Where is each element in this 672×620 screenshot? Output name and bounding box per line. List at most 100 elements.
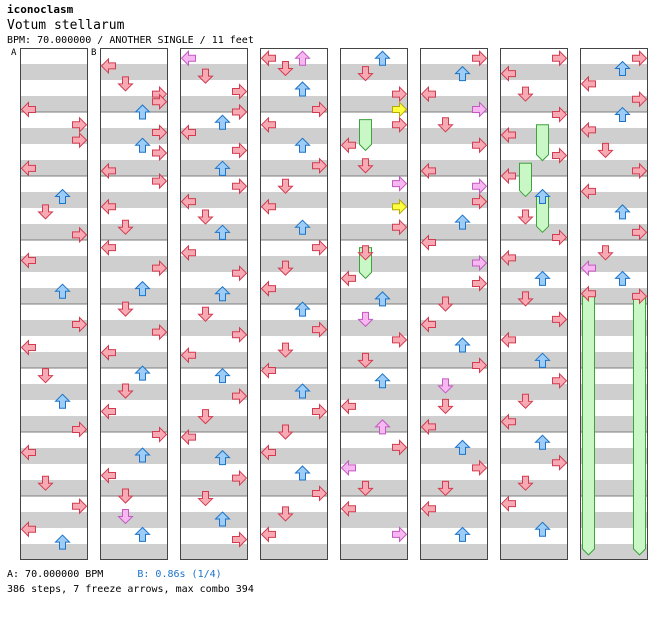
step-arrow-r bbox=[552, 106, 568, 123]
beat-stripe bbox=[500, 480, 568, 496]
step-arrow-l bbox=[100, 403, 116, 420]
column-border bbox=[20, 48, 88, 560]
beat-stripe bbox=[580, 320, 648, 336]
step-arrow-d bbox=[277, 342, 294, 358]
step-arrow-u bbox=[214, 114, 231, 130]
step-arrow-r bbox=[72, 116, 88, 134]
step-arrow-u bbox=[214, 511, 231, 527]
column-border bbox=[580, 48, 648, 560]
beat-stripe bbox=[100, 64, 168, 80]
step-arrow-d bbox=[37, 204, 54, 220]
beat-stripe bbox=[580, 288, 648, 304]
beat-stripe bbox=[260, 384, 328, 400]
step-arrow-r bbox=[392, 198, 408, 215]
marker-b: B bbox=[91, 48, 97, 58]
beat-stripe bbox=[260, 544, 328, 560]
beat-stripe bbox=[20, 512, 88, 528]
beat-stripe bbox=[260, 256, 328, 272]
step-arrow-r bbox=[152, 259, 168, 277]
beat-stripe bbox=[420, 416, 488, 432]
step-arrow-r bbox=[312, 101, 328, 118]
legend: A: 70.000000 BPM B: 0.86s (1/4) bbox=[7, 569, 222, 580]
beat-stripe bbox=[500, 512, 568, 528]
beat-stripe bbox=[260, 480, 328, 496]
step-arrow-d bbox=[117, 76, 134, 92]
step-arrow-d bbox=[37, 368, 54, 384]
freeze-arrow bbox=[536, 124, 549, 162]
step-arrow-d bbox=[517, 86, 534, 102]
beat-stripe bbox=[500, 544, 568, 560]
beat-stripe bbox=[420, 64, 488, 80]
legend-a: A: 70.000000 BPM bbox=[7, 569, 104, 580]
step-arrow-u bbox=[294, 465, 311, 481]
chart-column-7 bbox=[500, 48, 568, 560]
beat-stripe bbox=[500, 320, 568, 336]
beat-stripe bbox=[20, 384, 88, 400]
step-arrow-d bbox=[197, 409, 214, 425]
beat-stripe bbox=[580, 544, 648, 560]
step-arrow-r bbox=[232, 83, 248, 100]
step-arrow-l bbox=[500, 495, 516, 512]
step-arrow-l bbox=[580, 121, 596, 139]
step-arrow-u bbox=[454, 214, 471, 230]
beat-stripe bbox=[580, 448, 648, 464]
step-arrow-u bbox=[294, 50, 311, 66]
beat-stripe bbox=[20, 160, 88, 176]
step-arrow-r bbox=[232, 469, 248, 487]
beat-stripe bbox=[340, 384, 408, 400]
beat-stripe bbox=[340, 64, 408, 80]
chart-column-3 bbox=[180, 48, 248, 560]
step-arrow-r bbox=[392, 175, 408, 192]
step-arrow-r bbox=[392, 439, 408, 456]
chart-column-6 bbox=[420, 48, 488, 560]
step-arrow-r bbox=[152, 323, 168, 341]
step-arrow-u bbox=[134, 447, 151, 463]
beat-stripe bbox=[420, 224, 488, 240]
step-arrow-d bbox=[517, 393, 534, 409]
beat-stripe bbox=[340, 544, 408, 560]
step-arrow-u bbox=[374, 419, 391, 435]
step-arrow-r bbox=[392, 85, 408, 103]
step-arrow-u bbox=[454, 526, 471, 542]
step-arrow-d bbox=[277, 506, 294, 522]
step-arrow-u bbox=[214, 286, 231, 302]
step-arrow-r bbox=[472, 275, 488, 292]
beat-stripe bbox=[580, 352, 648, 368]
beat-stripe bbox=[100, 160, 168, 176]
step-arrow-r bbox=[232, 178, 248, 195]
column-border bbox=[340, 48, 408, 560]
beat-stripe bbox=[420, 128, 488, 144]
step-arrow-d bbox=[357, 66, 374, 82]
step-arrow-r bbox=[632, 288, 648, 305]
step-arrow-r bbox=[472, 357, 488, 374]
step-arrow-d bbox=[197, 306, 214, 322]
step-arrow-l bbox=[100, 239, 116, 256]
step-arrow-l bbox=[420, 234, 436, 251]
step-arrow-r bbox=[232, 531, 248, 548]
step-arrow-r bbox=[472, 178, 488, 195]
step-arrow-u bbox=[534, 434, 551, 450]
step-arrow-u bbox=[534, 270, 551, 286]
beat-stripe bbox=[20, 192, 88, 208]
chart-column-4 bbox=[260, 48, 328, 560]
step-arrow-u bbox=[614, 106, 631, 123]
marker-a: A bbox=[11, 48, 17, 58]
step-arrow-u bbox=[134, 137, 151, 153]
step-arrow-d bbox=[197, 209, 214, 225]
beat-stripe bbox=[260, 320, 328, 336]
step-arrow-l bbox=[20, 101, 36, 118]
step-arrow-d bbox=[277, 424, 294, 440]
step-arrow-u bbox=[454, 337, 471, 353]
beat-stripe bbox=[100, 352, 168, 368]
beat-stripe bbox=[260, 288, 328, 304]
beat-stripe bbox=[20, 128, 88, 144]
step-arrow-u bbox=[54, 283, 71, 299]
step-arrow-l bbox=[340, 270, 356, 287]
step-arrow-r bbox=[632, 162, 648, 180]
step-arrow-l bbox=[580, 259, 596, 277]
beat-stripe bbox=[20, 224, 88, 240]
chart-column-1 bbox=[20, 48, 88, 560]
step-arrow-u bbox=[374, 291, 391, 307]
beat-stripe bbox=[580, 416, 648, 432]
step-arrow-d bbox=[197, 68, 214, 84]
